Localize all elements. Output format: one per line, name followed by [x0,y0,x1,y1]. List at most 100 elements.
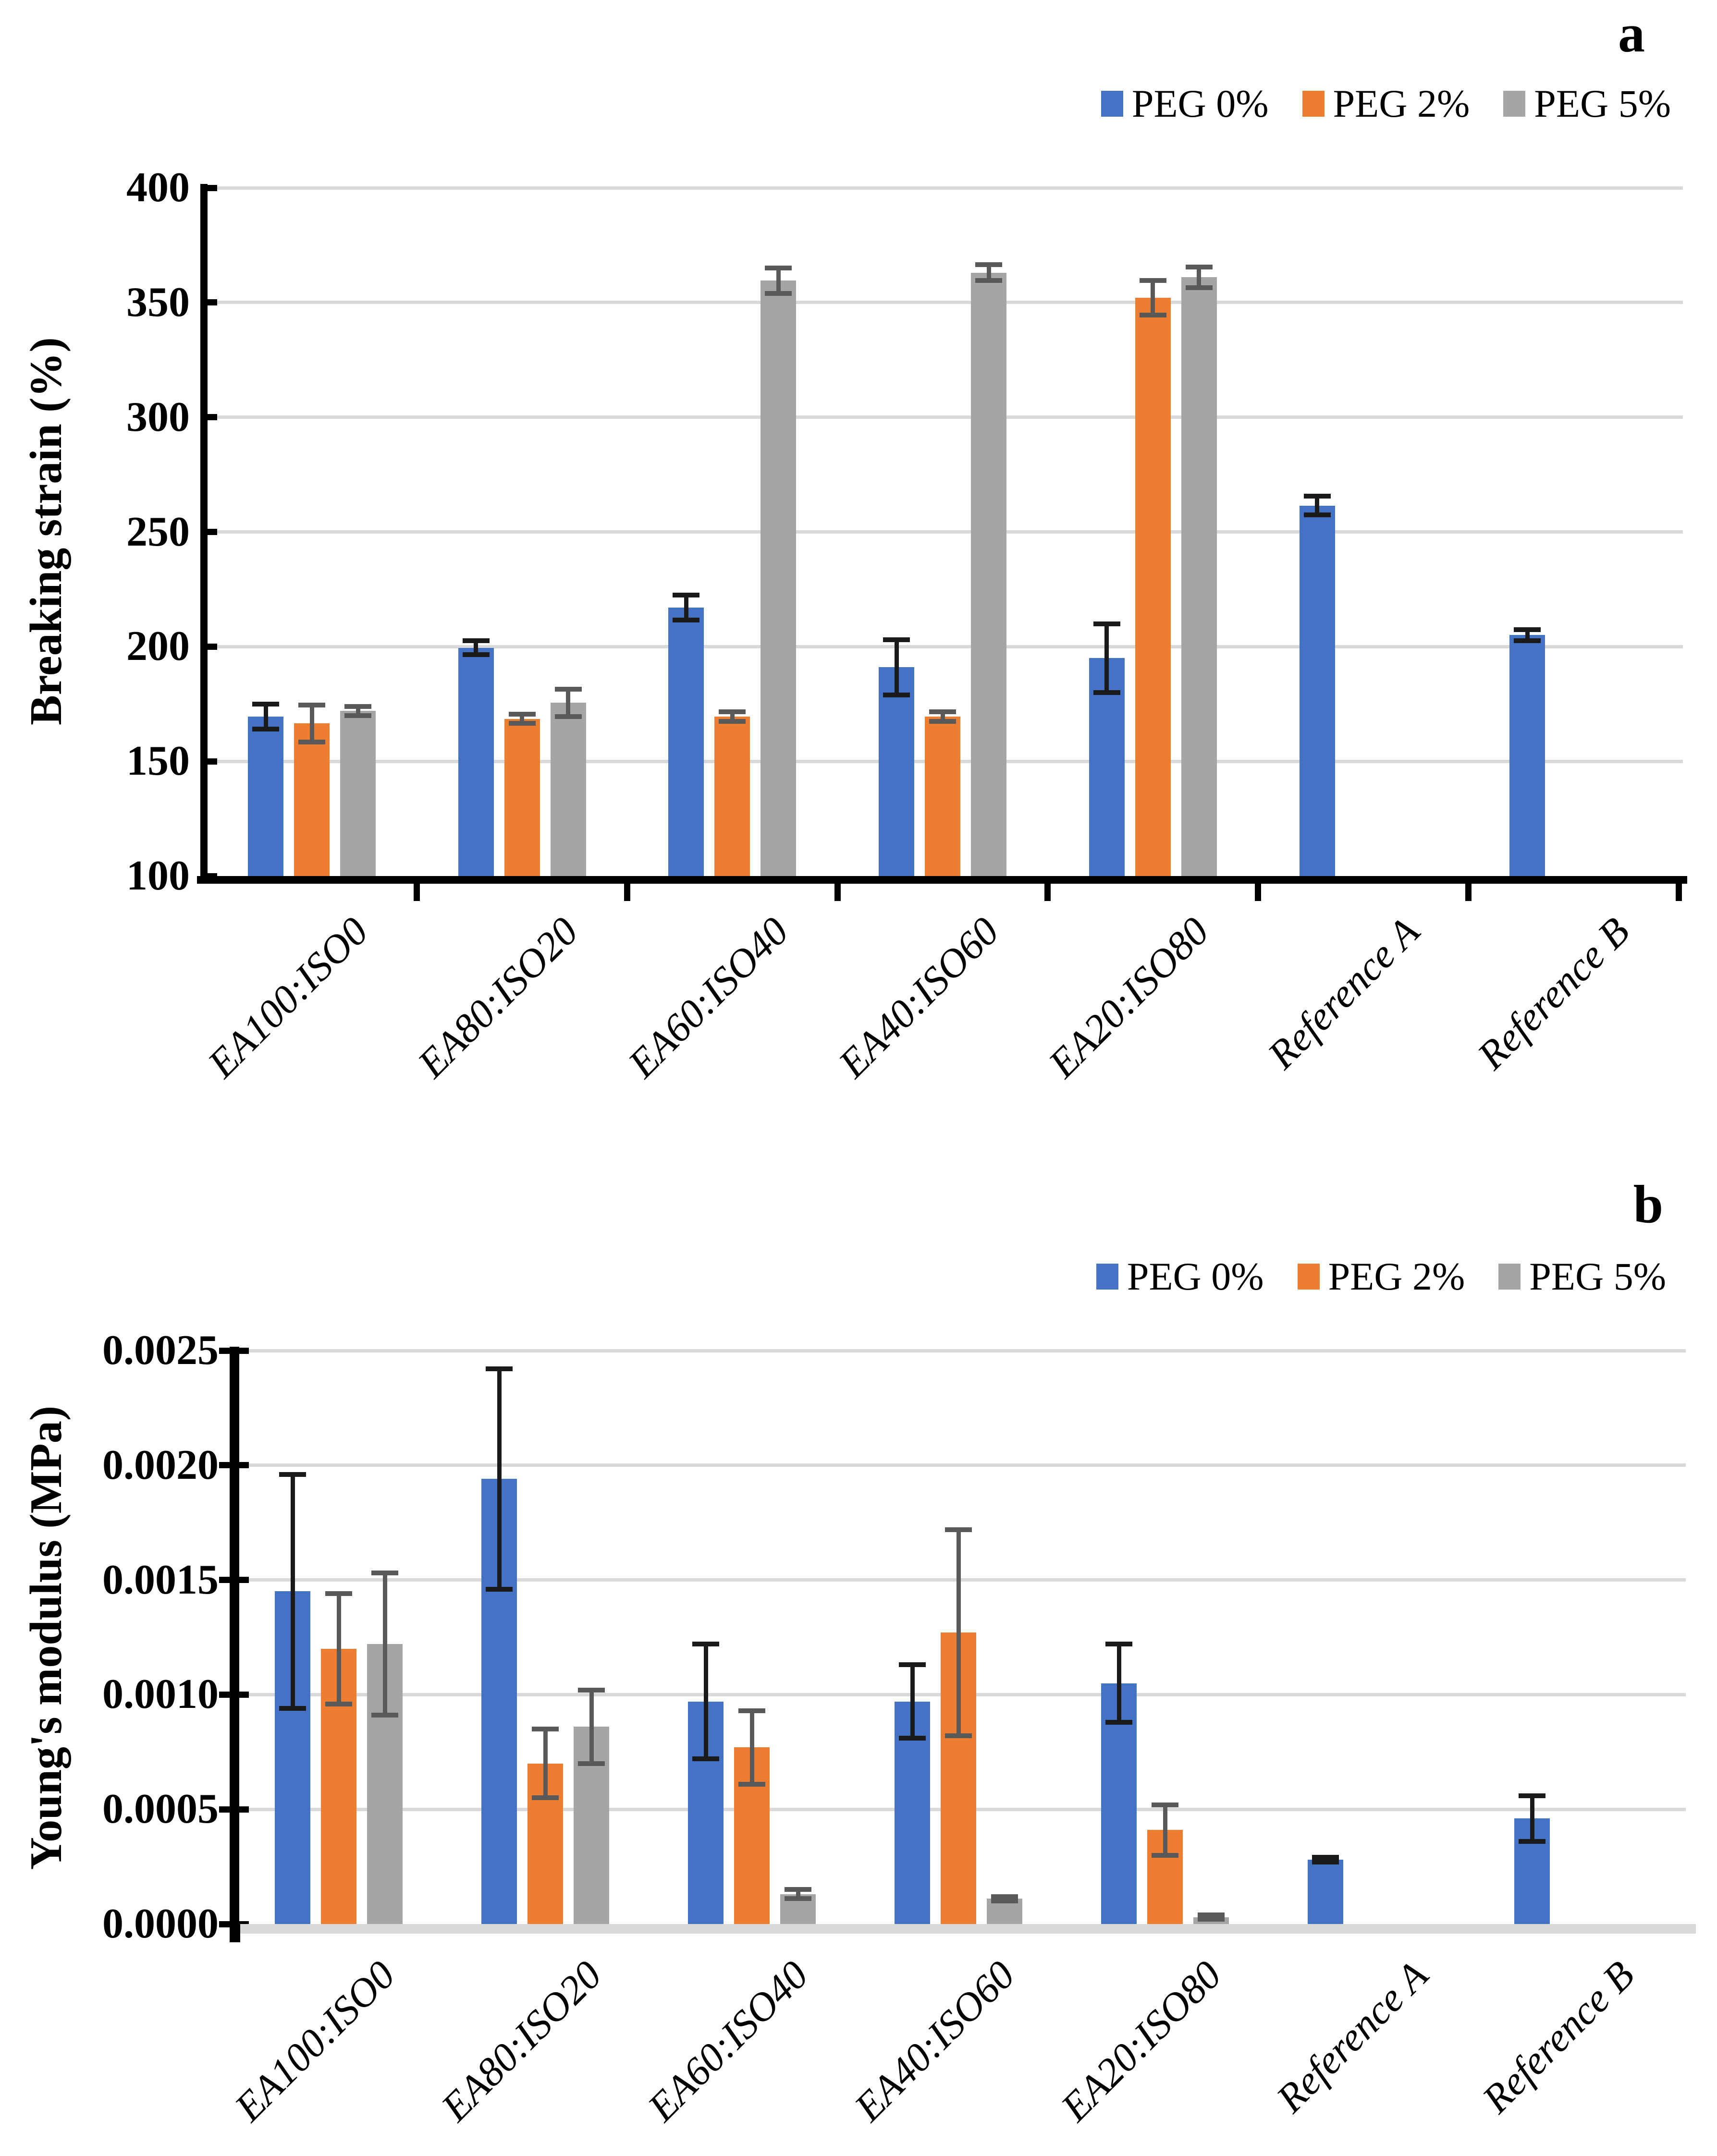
error-bar-cap [1093,621,1120,626]
gridline [209,301,1683,305]
y-tick-label: 0.0000 [102,1900,219,1947]
bar-peg2%-EA80:ISO20 [527,1763,563,1924]
gridline [241,1578,1686,1582]
x-category-label: Reference B [1473,1952,1643,2122]
bar-peg2%-EA60:ISO40 [714,717,750,876]
bar-peg0%-EA80:ISO20 [481,1479,517,1924]
x-axis-line [197,876,1687,884]
y-tick-mark [208,299,217,306]
error-bar-cap [1303,512,1331,517]
error-bar-cap [486,1586,513,1592]
gridline [209,186,1683,190]
error-bar-cap [1139,278,1166,283]
error-bar-cap [719,709,746,715]
error-bar [703,1644,708,1759]
error-bar-cap [673,618,700,623]
gridline [209,759,1683,763]
x-axis-line [240,1924,1696,1934]
error-bar-cap [975,262,1003,268]
error-bar [309,705,314,742]
legend-item: PEG 0% [1101,81,1269,127]
legend-label: PEG 5% [1534,82,1671,125]
error-bar-cap [719,719,746,724]
x-category-label: EA20:ISO80 [1052,1952,1230,2130]
error-bar-cap [785,1896,811,1901]
x-tick-mark [1675,884,1682,901]
bar-peg0%-EA100:ISO0 [248,717,283,876]
y-tick-label: 350 [126,279,190,326]
y-tick-label: 250 [126,508,190,555]
error-bar-cap [991,1894,1018,1899]
error-bar-cap [1198,1912,1225,1917]
bar-peg5%-EA20:ISO80 [1181,277,1217,876]
error-bar-cap [975,278,1003,283]
error-bar [1530,1795,1534,1842]
error-bar-cap [325,1701,352,1706]
error-bar-cap [325,1591,352,1596]
error-bar-cap [1519,1793,1545,1798]
x-category-label: EA100:ISO0 [199,909,377,1086]
error-bar [520,714,525,724]
error-bar-cap [462,638,490,644]
error-bar-cap [1312,1860,1339,1865]
y-tick-mark [219,1806,249,1813]
x-tick-mark [834,884,841,901]
y-tick-label: 0.0020 [102,1441,219,1488]
error-bar-cap [883,637,910,642]
bar-peg2%-EA100:ISO0 [294,723,330,876]
y-tick-label: 200 [126,623,190,670]
y-tick-label: 0.0015 [102,1556,219,1603]
error-bar-cap [929,719,957,724]
legend-item: PEG 2% [1302,81,1470,127]
bar-peg0%-EA100:ISO0 [275,1591,310,1924]
bar-peg0%-EA40:ISO60 [879,667,915,876]
error-bar-cap [692,1642,719,1647]
error-bar-cap [508,721,536,726]
error-bar [263,704,268,730]
bar-peg2%-EA40:ISO60 [941,1632,976,1924]
error-bar [290,1474,295,1709]
error-bar-cap [532,1727,559,1732]
error-bar-cap [298,739,325,744]
legend-a: PEG 0% PEG 2% PEG 5% [1101,81,1671,127]
error-bar-cap [673,592,700,597]
bar-peg2%-EA40:ISO60 [925,717,961,876]
y-tick-label: 0.0005 [102,1786,219,1833]
bar-peg2%-EA100:ISO0 [321,1648,356,1924]
x-category-label: EA60:ISO40 [620,909,797,1086]
error-bar-cap [578,1761,605,1766]
error-bar [589,1690,594,1764]
bar-peg0%-EA80:ISO20 [458,647,494,876]
error-bar-cap [1185,264,1213,269]
x-tick-mark [414,884,420,901]
error-bar [566,689,571,717]
y-tick-mark [208,873,217,879]
error-bar [986,265,991,281]
y-tick-mark [208,414,217,421]
gridline [241,1807,1686,1811]
error-bar [956,1529,961,1736]
bar-peg5%-EA60:ISO40 [760,280,797,876]
error-bar-cap [344,713,371,718]
error-bar [1163,1804,1167,1855]
legend-swatch-icon [1297,1264,1320,1290]
error-bar [1104,623,1109,693]
bar-peg0%-EA20:ISO80 [1101,1683,1137,1924]
y-tick-label: 400 [126,164,190,211]
legend-label: PEG 5% [1529,1255,1666,1298]
bar-peg0%-Reference B [1514,1818,1550,1924]
legend-swatch-icon [1101,91,1123,117]
legend-label: PEG 2% [1328,1255,1465,1298]
error-bar-cap [344,704,371,709]
y-tick-mark [219,1347,249,1354]
error-bar [1209,1914,1214,1920]
gridline [241,1693,1686,1696]
bar-peg0%-Reference B [1509,635,1545,876]
y-tick-mark [219,1921,249,1927]
x-tick-mark [1465,884,1472,901]
bar-peg0%-EA40:ISO60 [895,1701,930,1924]
gridline [209,645,1683,648]
error-bar-cap [298,703,325,708]
bar-peg2%-EA60:ISO40 [734,1747,770,1924]
